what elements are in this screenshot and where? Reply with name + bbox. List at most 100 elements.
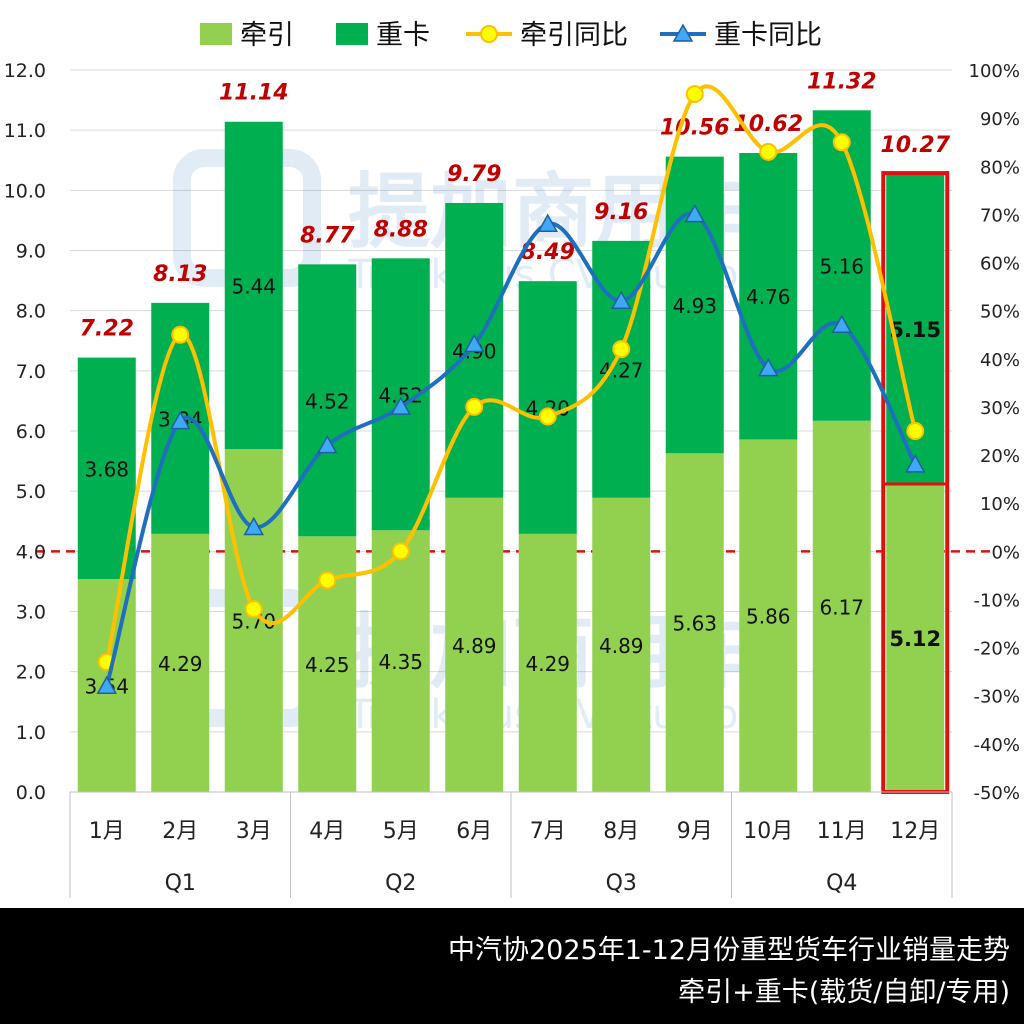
x-tick-label: 1月 [89, 819, 125, 844]
point-tractor-yoy [685, 85, 704, 104]
x-tick-label: 9月 [677, 819, 713, 844]
point-tractor-yoy [465, 397, 484, 416]
y-tick-label: 9.0 [16, 241, 46, 263]
bar-heavy [812, 110, 871, 421]
point-heavy-yoy [463, 333, 485, 353]
y-tick-label: 2.0 [16, 662, 46, 684]
bar-tractor [445, 497, 504, 792]
x-tick-label: 10月 [743, 819, 793, 844]
legend-label: 牵引 [240, 20, 294, 51]
bar-label-heavy: 4.52 [305, 389, 350, 413]
quarter-label: Q2 [385, 871, 416, 896]
y2-tick-label: 50% [980, 302, 1020, 323]
total-label: 9.16 [594, 200, 648, 225]
y2-tick-label: 90% [980, 109, 1020, 130]
bar-label-tractor: 4.29 [525, 652, 570, 676]
x-tick-label: 12月 [890, 819, 940, 844]
x-tick-label: 11月 [817, 819, 867, 844]
legend-label: 牵引同比 [520, 20, 628, 51]
x-tick-label: 7月 [530, 819, 566, 844]
y-tick-label: 10.0 [4, 180, 46, 202]
line-tractor-yoy [104, 84, 918, 663]
bar-label-tractor: 6.17 [819, 595, 864, 619]
point-tractor-yoy [832, 133, 851, 152]
footer-title: 中汽协2025年1-12月份重型货车行业销量走势 [448, 935, 1010, 966]
y-tick-label: 4.0 [16, 541, 46, 563]
point-heavy-yoy [537, 213, 559, 232]
total-label: 10.56 [660, 116, 730, 141]
y2-tick-label: -10% [973, 590, 1020, 611]
x-tick-label: 4月 [309, 819, 345, 844]
point-heavy-yoy [390, 396, 412, 415]
point-heavy-yoy [904, 454, 926, 473]
total-label: 8.88 [374, 217, 428, 242]
bar-tractor [518, 533, 577, 792]
point-tractor-yoy [612, 340, 631, 359]
bar-label-tractor: 4.89 [599, 634, 644, 658]
x-tick-label: 5月 [383, 819, 419, 844]
x-tick-label: 6月 [456, 819, 492, 844]
point-heavy-yoy [243, 516, 265, 536]
bar-tractor [665, 453, 724, 792]
bar-label-heavy: 4.76 [746, 285, 791, 309]
y2-tick-label: -40% [973, 735, 1020, 756]
y-tick-label: 0.0 [16, 782, 46, 804]
bar-tractor [739, 439, 798, 792]
legend-label: 重卡同比 [714, 20, 822, 51]
bar-label-tractor: 4.29 [158, 652, 203, 676]
total-label: 9.79 [447, 162, 501, 187]
y2-tick-label: -20% [973, 639, 1020, 660]
axes: 0.0 1.0 2.0 3.0 4.0 5.0 6.0 7.0 8.0 9.0 10.0 11.0 12… [4, 60, 1020, 898]
bar-label-heavy: 4.93 [672, 294, 717, 318]
bar-tractor [151, 533, 210, 792]
y-tick-label: 7.0 [16, 361, 46, 383]
point-heavy-yoy [610, 290, 632, 309]
point-tractor-yoy [171, 325, 190, 344]
legend-marker [480, 25, 498, 43]
bar-label-tractor: 5.86 [746, 605, 791, 629]
point-tractor-yoy [759, 142, 778, 161]
quarter-label: Q1 [165, 871, 196, 896]
bar-label-tractor: 5.63 [672, 612, 717, 636]
bar-label-heavy: 5.15 [889, 318, 941, 342]
bar-tractor [886, 483, 945, 792]
point-heavy-yoy [757, 357, 779, 377]
y2-tick-label: 0% [991, 542, 1020, 563]
point-tractor-yoy [391, 542, 410, 561]
y-tick-label: 5.0 [16, 481, 46, 503]
bar-label-heavy: 5.16 [819, 255, 864, 279]
bar-labels: 3.543.687.224.293.848.135.705.4411.144.2… [80, 69, 951, 698]
total-label: 7.22 [80, 317, 134, 342]
x-tick-label: 8月 [603, 819, 639, 844]
quarter-label: Q3 [606, 871, 637, 896]
y-tick-label: 11.0 [4, 120, 46, 142]
y2-tick-label: 10% [980, 494, 1020, 515]
total-label: 11.14 [219, 81, 289, 106]
bar-tractor [371, 530, 430, 792]
point-heavy-yoy [684, 203, 706, 223]
total-label: 11.32 [807, 69, 877, 94]
y2-tick-label: 80% [980, 157, 1020, 178]
y2-tick-label: 40% [980, 350, 1020, 371]
bar-heavy [739, 153, 798, 440]
y-tick-label: 1.0 [16, 722, 46, 744]
y2-tick-label: 100% [969, 61, 1020, 82]
bar-heavy [298, 264, 357, 537]
point-heavy-yoy [96, 675, 118, 695]
x-tick-label: 3月 [236, 819, 272, 844]
y-tick-label: 12.0 [4, 60, 46, 82]
point-tractor-yoy [906, 422, 925, 440]
total-label: 10.27 [880, 133, 950, 158]
point-tractor-yoy [244, 600, 263, 619]
footer-subtitle: 牵引+重卡(载货/自卸/专用) [678, 977, 1010, 1008]
total-label: 8.77 [300, 223, 355, 248]
y-tick-label: 6.0 [16, 421, 46, 443]
x-tick-label: 2月 [162, 819, 198, 844]
point-heavy-yoy [169, 410, 191, 430]
legend-swatch [200, 23, 232, 45]
bar-label-heavy: 5.44 [231, 274, 276, 298]
y2-tick-label: -50% [973, 783, 1020, 804]
bar-heavy [224, 121, 283, 450]
legend-label: 重卡 [376, 20, 430, 51]
